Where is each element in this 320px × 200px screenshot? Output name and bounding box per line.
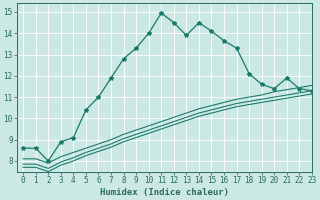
X-axis label: Humidex (Indice chaleur): Humidex (Indice chaleur) [100,188,229,197]
